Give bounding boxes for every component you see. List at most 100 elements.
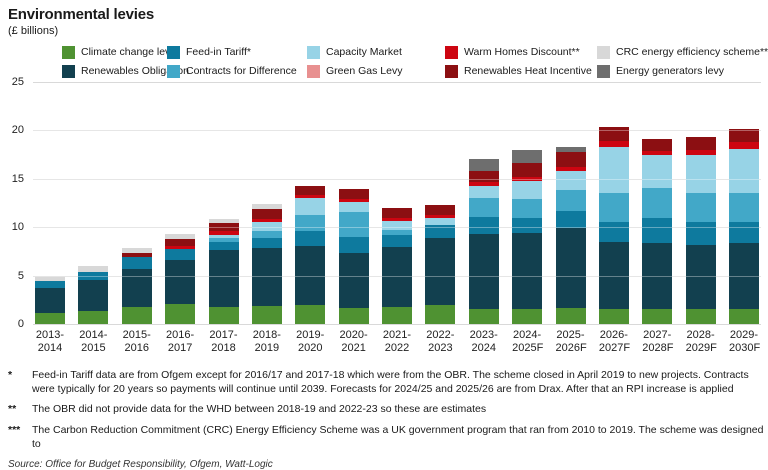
segment-Contracts for Difference — [338, 211, 369, 237]
segment-Energy generators levy — [468, 158, 499, 172]
segment-Energy generators levy — [512, 150, 543, 163]
segment-Feed-in Tariff — [251, 237, 282, 248]
segment-Warm Homes Discount — [338, 198, 369, 202]
segment-Renewables Obligation — [338, 252, 369, 308]
segment-Feed-in Tariff — [295, 230, 326, 247]
x-tick-2020-2021: 2020- 2021 — [339, 329, 368, 354]
legend-swatch — [445, 64, 458, 78]
legend-label: Renewables Obligation — [81, 65, 189, 77]
segment-Renewables Obligation — [382, 246, 412, 307]
segment-Feed-in Tariff — [729, 222, 759, 243]
segment-Capacity Market — [338, 201, 369, 212]
bar-2028-2029F — [685, 136, 716, 324]
segment-Renewables Heat Incentive — [512, 162, 543, 177]
legend-label: Climate change levy — [81, 46, 176, 58]
gridline-overlay-15 — [33, 178, 761, 180]
segment-Capacity Market — [295, 198, 326, 216]
x-tick-2027-2028F: 2027- 2028F — [642, 329, 674, 354]
segment-Climate change levy — [642, 309, 673, 324]
segment-Capacity Market — [468, 186, 499, 199]
segment-Capacity Market — [598, 146, 629, 194]
segment-Capacity Market — [208, 234, 239, 239]
x-tick-2018-2019: 2018- 2019 — [252, 329, 281, 354]
segment-Renewables Heat Incentive — [685, 136, 716, 151]
bar-2025-2026F — [555, 147, 586, 324]
footnote-1: * Feed-in Tariff data are from Ofgem exc… — [8, 368, 768, 396]
segment-Feed-in Tariff — [382, 234, 412, 247]
segment-CRC energy efficiency scheme — [121, 247, 152, 253]
x-tick-2014-2015: 2014- 2015 — [79, 329, 108, 354]
segment-Renewables Heat Incentive — [165, 239, 196, 246]
x-tick-2029-2030F: 2029- 2030F — [729, 329, 761, 354]
bar-2021-2022 — [382, 208, 412, 324]
segment-Renewables Obligation — [78, 279, 109, 311]
footnote-3-text: The Carbon Reduction Commitment (CRC) En… — [32, 423, 764, 450]
segment-Warm Homes Discount — [295, 195, 326, 199]
segment-Renewables Obligation — [251, 247, 282, 306]
x-tick-2017-2018: 2017- 2018 — [209, 329, 238, 354]
segment-Renewables Heat Incentive — [295, 185, 326, 196]
segment-Warm Homes Discount — [642, 150, 673, 156]
legend-swatch — [307, 45, 320, 59]
segment-Renewables Heat Incentive — [598, 126, 629, 142]
gridline-overlay-10 — [33, 227, 761, 229]
bar-2017-2018 — [208, 218, 239, 324]
segment-Warm Homes Discount — [555, 166, 586, 172]
segment-Feed-in Tariff — [425, 224, 456, 239]
bar-2027-2028F — [642, 139, 673, 324]
segment-Renewables Heat Incentive — [468, 171, 499, 183]
segment-CRC energy efficiency scheme — [78, 265, 109, 272]
segment-Renewables Obligation — [642, 242, 673, 310]
legend-swatch — [307, 64, 320, 78]
segment-Renewables Obligation — [295, 246, 326, 306]
segment-Capacity Market — [555, 171, 586, 190]
segment-Contracts for Difference — [251, 231, 282, 238]
footnote-2-text: The OBR did not provide data for the WHD… — [32, 403, 487, 416]
legend-label: CRC energy efficiency scheme*** — [616, 46, 768, 58]
legend-item-1: Renewables Obligation — [62, 63, 189, 79]
segment-Contracts for Difference — [642, 187, 673, 218]
x-tick-2023-2024: 2023- 2024 — [469, 329, 498, 354]
segment-Climate change levy — [338, 307, 369, 324]
segment-Renewables Obligation — [598, 241, 629, 310]
y-tick-15: 15 — [11, 172, 24, 185]
stacked-bar-chart: 0 5 10 15 20 25 2013- 2014 2014- 2015 2015- 2016 20… — [0, 76, 768, 358]
segment-Climate change levy — [512, 308, 543, 324]
segment-Feed-in Tariff — [685, 222, 716, 245]
legend-item-0: Climate change levy — [62, 44, 176, 60]
chart-legend: Climate change levy Renewables Obligation… — [62, 44, 768, 79]
segment-Renewables Obligation — [165, 260, 196, 304]
legend-item-9: Energy generators levy — [597, 63, 768, 79]
segment-Renewables Heat Incentive — [121, 252, 152, 257]
y-tick-20: 20 — [11, 124, 24, 137]
segment-Climate change levy — [425, 305, 456, 324]
legend-label: Energy generators levy — [616, 65, 724, 77]
legend-item-6: Warm Homes Discount** — [445, 44, 597, 60]
segment-Warm Homes Discount — [729, 142, 759, 149]
chart-title: Environmental levies — [8, 6, 155, 23]
source-line: Source: Office for Budget Responsibility… — [8, 458, 273, 470]
segment-Climate change levy — [208, 306, 239, 324]
segment-Feed-in Tariff — [598, 222, 629, 242]
segment-Contracts for Difference — [512, 199, 543, 218]
segment-Climate change levy — [598, 309, 629, 324]
segment-Contracts for Difference — [685, 193, 716, 223]
segment-Capacity Market — [685, 154, 716, 194]
bar-2026-2027F — [598, 126, 629, 324]
segment-Warm Homes Discount — [598, 141, 629, 147]
gridline-0 — [33, 324, 761, 325]
footnote-2-marker: ** — [8, 403, 17, 416]
segment-Warm Homes Discount — [208, 231, 239, 235]
legend-label: Contracts for Difference — [186, 65, 297, 77]
x-tick-2015-2016: 2015- 2016 — [122, 329, 151, 354]
legend-swatch — [167, 64, 180, 78]
segment-Warm Homes Discount — [512, 176, 543, 181]
segment-Feed-in Tariff — [78, 271, 109, 280]
legend-label: Warm Homes Discount** — [464, 46, 580, 58]
x-tick-2025-2026F: 2025- 2026F — [555, 329, 587, 354]
segment-Renewables Obligation — [425, 238, 456, 306]
segment-Feed-in Tariff — [208, 242, 239, 250]
gridline-25 — [33, 82, 761, 83]
y-tick-0: 0 — [17, 318, 24, 330]
segment-Feed-in Tariff — [555, 210, 586, 229]
